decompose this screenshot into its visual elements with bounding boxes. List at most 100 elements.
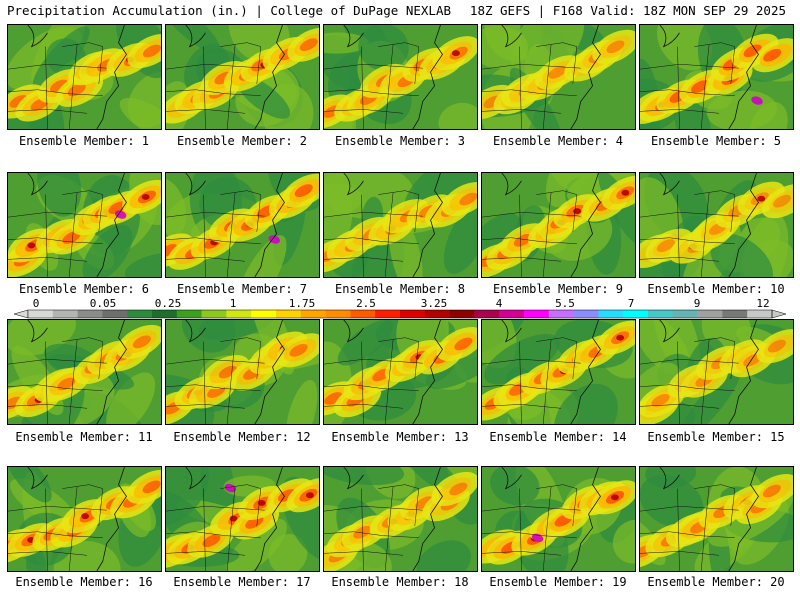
ensemble-panel-1	[7, 24, 162, 130]
precip-map-17	[166, 467, 319, 571]
ensemble-panel-8	[323, 172, 478, 278]
ensemble-member-label: Ensemble Member: 6	[18, 282, 150, 296]
ensemble-panel-20	[639, 466, 794, 572]
legend-swatch	[747, 310, 773, 318]
legend-tick-label: 0.25	[154, 297, 182, 310]
ensemble-panel-7	[165, 172, 320, 278]
ensemble-member-label: Ensemble Member: 8	[334, 282, 466, 296]
ensemble-panel-11	[7, 319, 162, 425]
precip-map-13	[324, 320, 477, 424]
legend-swatch	[424, 310, 450, 318]
ensemble-member-label: Ensemble Member: 13	[331, 430, 469, 444]
ensemble-member-label: Ensemble Member: 17	[173, 575, 311, 589]
precip-map-16	[8, 467, 161, 571]
legend-tick-label: 7	[627, 297, 635, 310]
legend-swatch	[300, 310, 326, 318]
ensemble-member-label: Ensemble Member: 12	[173, 430, 311, 444]
legend-tick-label: 0.05	[89, 297, 117, 310]
legend-swatch	[127, 310, 153, 318]
legend-swatch	[499, 310, 525, 318]
color-scale-legend	[14, 309, 786, 319]
precip-map-6	[8, 173, 161, 277]
legend-swatch	[400, 310, 426, 318]
legend-tick-label: 4	[495, 297, 503, 310]
precip-map-1	[8, 25, 161, 129]
legend-tick-label: 12	[756, 297, 770, 310]
ensemble-panel-18	[323, 466, 478, 572]
precip-map-7	[166, 173, 319, 277]
legend-swatch	[77, 310, 103, 318]
ensemble-member-label: Ensemble Member: 20	[647, 575, 785, 589]
legend-tick-label: 1.75	[288, 297, 316, 310]
legend-swatch	[672, 310, 698, 318]
legend-swatch	[524, 310, 550, 318]
legend-swatch	[52, 310, 78, 318]
legend-swatch	[598, 310, 624, 318]
legend-swatch	[697, 310, 723, 318]
legend-swatch	[722, 310, 748, 318]
page-title: Precipitation Accumulation (in.) | Colle…	[7, 3, 452, 18]
ensemble-panel-3	[323, 24, 478, 130]
ensemble-member-label: Ensemble Member: 15	[647, 430, 785, 444]
ensemble-member-label: Ensemble Member: 18	[331, 575, 469, 589]
legend-tick-label: 9	[693, 297, 701, 310]
ensemble-panel-10	[639, 172, 794, 278]
precip-map-14	[482, 320, 635, 424]
precip-map-12	[166, 320, 319, 424]
ensemble-panel-5	[639, 24, 794, 130]
ensemble-member-label: Ensemble Member: 11	[15, 430, 153, 444]
ensemble-panel-19	[481, 466, 636, 572]
legend-swatch	[623, 310, 649, 318]
ensemble-panel-4	[481, 24, 636, 130]
precip-map-11	[8, 320, 161, 424]
legend-swatch	[548, 310, 574, 318]
ensemble-member-label: Ensemble Member: 1	[18, 134, 150, 148]
ensemble-member-label: Ensemble Member: 9	[492, 282, 624, 296]
legend-swatch	[152, 310, 178, 318]
legend-swatch	[325, 310, 351, 318]
legend-tick-label: 1	[229, 297, 237, 310]
legend-tick-label: 0	[32, 297, 40, 310]
ensemble-panel-14	[481, 319, 636, 425]
legend-swatch	[251, 310, 277, 318]
ensemble-panel-9	[481, 172, 636, 278]
ensemble-member-label: Ensemble Member: 2	[176, 134, 308, 148]
precip-map-5	[640, 25, 793, 129]
legend-tick-label: 5.5	[555, 297, 575, 310]
precip-map-20	[640, 467, 793, 571]
ensemble-panel-6	[7, 172, 162, 278]
precip-map-3	[324, 25, 477, 129]
ensemble-member-label: Ensemble Member: 7	[176, 282, 308, 296]
ensemble-panel-15	[639, 319, 794, 425]
ensemble-member-label: Ensemble Member: 16	[15, 575, 153, 589]
legend-swatch	[648, 310, 674, 318]
ensemble-panel-13	[323, 319, 478, 425]
legend-swatch	[201, 310, 227, 318]
legend-swatch	[474, 310, 500, 318]
precip-map-8	[324, 173, 477, 277]
legend-tick-label: 2.5	[356, 297, 376, 310]
legend-swatch	[375, 310, 401, 318]
ensemble-member-label: Ensemble Member: 3	[334, 134, 466, 148]
legend-swatch	[102, 310, 128, 318]
precip-map-10	[640, 173, 793, 277]
legend-tick-label: 3.25	[420, 297, 448, 310]
ensemble-member-label: Ensemble Member: 19	[489, 575, 627, 589]
ensemble-member-label: Ensemble Member: 14	[489, 430, 627, 444]
precip-map-9	[482, 173, 635, 277]
precip-map-4	[482, 25, 635, 129]
precip-map-2	[166, 25, 319, 129]
legend-swatch	[176, 310, 202, 318]
legend-swatch	[350, 310, 376, 318]
precip-map-18	[324, 467, 477, 571]
legend-swatch	[449, 310, 475, 318]
ensemble-member-label: Ensemble Member: 5	[650, 134, 782, 148]
ensemble-member-label: Ensemble Member: 4	[492, 134, 624, 148]
ensemble-panel-16	[7, 466, 162, 572]
ensemble-member-label: Ensemble Member: 10	[647, 282, 785, 296]
legend-swatch	[573, 310, 599, 318]
ensemble-panel-17	[165, 466, 320, 572]
legend-swatch	[276, 310, 302, 318]
legend-swatch	[226, 310, 252, 318]
legend-swatch	[28, 310, 54, 318]
